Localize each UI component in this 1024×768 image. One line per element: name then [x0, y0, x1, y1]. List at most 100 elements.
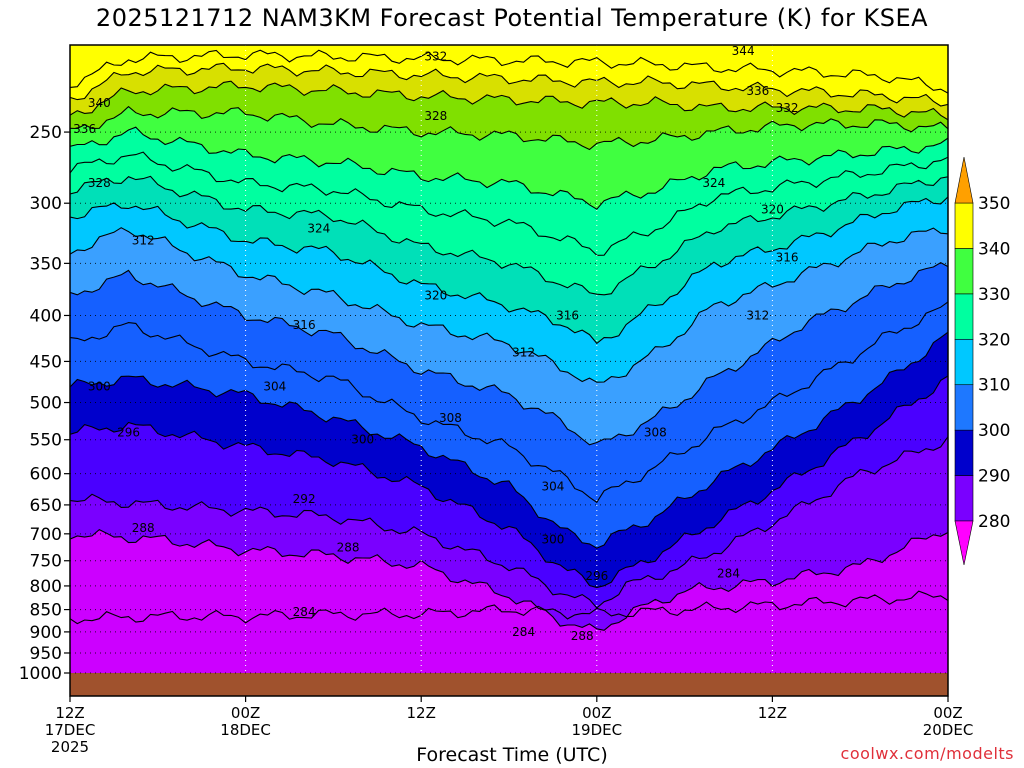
chart-title: 2025121712 NAM3KM Forecast Potential Tem… — [95, 4, 929, 32]
y-tick-label: 900 — [30, 623, 62, 643]
isotherm-288 — [70, 528, 948, 631]
x-tick-label: 00Z — [231, 704, 260, 722]
colorbar-label: 290 — [978, 467, 1010, 487]
contour-label: 336 — [746, 84, 769, 98]
contour-label: 300 — [88, 380, 111, 394]
contour-label: 324 — [307, 221, 330, 235]
contour-labels: 284 284 284 288 288 288 292 296 296 300 300 300 304 3… — [73, 44, 798, 643]
colorbar-high-arrow — [954, 156, 974, 204]
contour-label: 316 — [776, 251, 799, 265]
contour-label: 292 — [293, 492, 316, 506]
isotherm-320 — [70, 175, 948, 296]
colorbar-segment-300 — [954, 384, 974, 431]
y-tick-label: 350 — [30, 254, 62, 274]
y-tick-label: 400 — [30, 306, 62, 326]
x-tick-label: 00Z — [582, 704, 611, 722]
contour-label: 344 — [732, 44, 755, 58]
colorbar-label: 320 — [978, 330, 1010, 350]
contour-label: 288 — [571, 629, 594, 643]
x-tick-label: 12Z — [407, 704, 436, 722]
isotherm-292 — [70, 436, 948, 609]
contour-label: 324 — [702, 176, 725, 190]
contour-label: 312 — [512, 346, 535, 360]
y-tick-label: 250 — [30, 123, 62, 143]
credit-link[interactable]: coolwx.com/modelts — [840, 744, 1014, 763]
isotherm-284 — [70, 590, 948, 625]
contour-label: 316 — [556, 308, 579, 322]
colorbar-label: 310 — [978, 376, 1010, 396]
x-tick-label: 00Z — [933, 704, 962, 722]
contour-label: 288 — [132, 521, 155, 535]
isotherm-304 — [70, 301, 948, 504]
contour-label: 332 — [424, 50, 447, 64]
contour-label: 320 — [424, 288, 447, 302]
isotherm-336 — [70, 80, 948, 121]
pressure-axis: 2503003504004505005506006507007508008509… — [19, 123, 70, 684]
isotherm-300 — [70, 331, 948, 549]
ground-rect — [70, 673, 948, 696]
contour-label: 332 — [776, 101, 799, 115]
colorbar-label: 280 — [978, 512, 1010, 532]
contour-label: 340 — [88, 96, 111, 110]
y-tick-label: 650 — [30, 496, 62, 516]
contour-label: 336 — [73, 122, 96, 136]
contour-label: 300 — [541, 532, 564, 546]
theta-band-344 — [70, 45, 948, 94]
y-tick-label: 550 — [30, 431, 62, 451]
x-tick-label: 12Z — [55, 704, 84, 722]
y-tick-label: 850 — [30, 601, 62, 621]
x-tick-label: 19DEC — [572, 721, 623, 739]
plot-frame — [69, 44, 949, 697]
isotherm-contours — [70, 49, 948, 631]
isotherm-340 — [70, 62, 948, 107]
contour-label: 284 — [512, 625, 535, 639]
colorbar-segment-310 — [954, 338, 974, 386]
x-axis-label: Forecast Time (UTC) — [416, 744, 608, 766]
colorbar-label: 300 — [978, 421, 1010, 441]
y-tick-label: 300 — [30, 194, 62, 214]
colorbar-segment-340 — [954, 202, 974, 249]
contour-label: 304 — [541, 479, 564, 493]
x-tick-label: 18DEC — [220, 721, 271, 739]
contour-label: 296 — [585, 569, 608, 583]
colorbar-low-arrow — [954, 520, 974, 566]
ground-layer — [70, 673, 948, 696]
isotherm-308 — [70, 261, 948, 446]
colorbar-segment-280 — [954, 475, 974, 522]
x-tick-label: 20DEC — [923, 721, 974, 739]
isotherm-328 — [70, 126, 948, 210]
isotherm-332 — [70, 105, 948, 151]
y-tick-label: 500 — [30, 394, 62, 414]
y-tick-label: 700 — [30, 525, 62, 545]
colorbar-segment-320 — [954, 293, 974, 340]
colorbar-segment-290 — [954, 429, 974, 476]
y-tick-label: 450 — [30, 352, 62, 372]
y-tick-label: 800 — [30, 577, 62, 597]
contour-label: 320 — [761, 203, 784, 217]
isotherm-296 — [70, 375, 948, 589]
contour-label: 312 — [132, 233, 155, 247]
contour-label: 308 — [439, 411, 462, 425]
isotherm-324 — [70, 151, 948, 256]
plot-border — [69, 44, 949, 697]
y-tick-label: 1000 — [19, 664, 62, 684]
colorbar-label: 330 — [978, 285, 1010, 305]
contour-label: 328 — [424, 109, 447, 123]
contour-label: 284 — [293, 605, 316, 619]
y-tick-label: 750 — [30, 552, 62, 572]
colorbar-label: 340 — [978, 239, 1010, 259]
colorbar-segment-330 — [954, 248, 974, 295]
x-tick-label: 17DEC — [45, 721, 96, 739]
isotherm-312 — [70, 227, 948, 383]
isotherm-316 — [70, 196, 948, 345]
y-tick-label: 600 — [30, 465, 62, 485]
isotherm-344 — [70, 49, 948, 94]
contour-label: 288 — [337, 541, 360, 555]
contour-label: 300 — [351, 433, 374, 447]
y-tick-label: 950 — [30, 644, 62, 664]
contour-label: 308 — [644, 426, 667, 440]
contour-label: 284 — [717, 567, 740, 581]
contour-label: 316 — [293, 318, 316, 332]
